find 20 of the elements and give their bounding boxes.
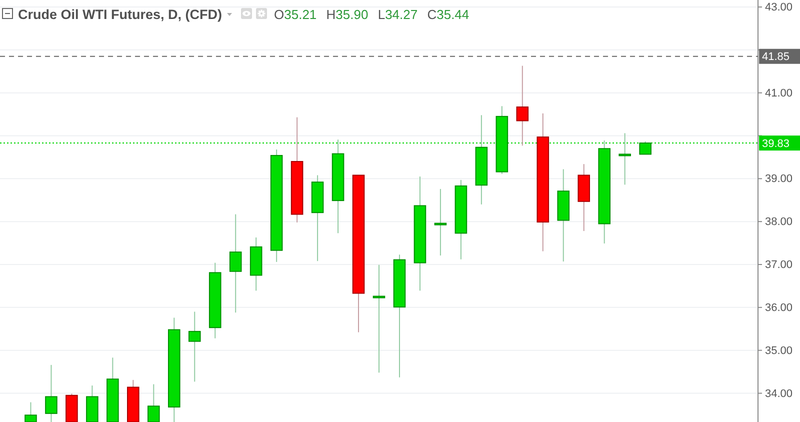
y-tick-label: 38.00 xyxy=(765,216,793,228)
y-tick-label: 39.00 xyxy=(765,173,793,186)
ref-line-label: 41.85 xyxy=(762,51,790,64)
candlestick xyxy=(45,364,58,422)
y-tick-label: 36.00 xyxy=(765,302,793,314)
candlestick xyxy=(148,384,160,422)
ref-line-label: 39.83 xyxy=(762,138,790,150)
y-tick-label: 37.00 xyxy=(765,259,793,272)
candlestick xyxy=(434,188,447,256)
candlestick xyxy=(372,264,386,374)
candlestick xyxy=(188,311,201,382)
candlestick xyxy=(24,402,37,422)
chart-title: Crude Oil WTI Futures, D, (CFD) xyxy=(18,7,222,22)
annotation: O35.21 H35.90 L34.27 C35.44 xyxy=(274,7,470,22)
candlestick xyxy=(229,214,242,314)
y-tick-label: 34.00 xyxy=(765,388,793,400)
y-tick-label: 43.00 xyxy=(765,2,793,14)
candlestick xyxy=(516,65,529,146)
y-tick-label: 41.00 xyxy=(765,87,793,100)
y-tick-label: 35.00 xyxy=(765,344,793,357)
